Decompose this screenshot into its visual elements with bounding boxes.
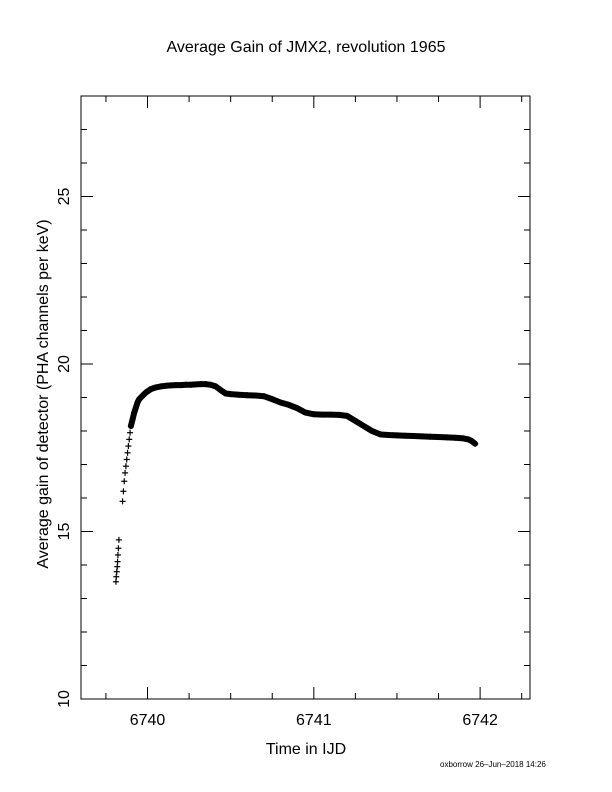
data-point bbox=[127, 429, 134, 436]
data-point bbox=[115, 536, 122, 543]
axis-tick-labels: 6740 6741 6742 10 15 20 25 bbox=[56, 188, 498, 730]
data-point bbox=[114, 558, 121, 565]
chart-title: Average Gain of JMX2, revolution 1965 bbox=[167, 39, 446, 56]
y-tick-label: 20 bbox=[56, 355, 73, 373]
data-point bbox=[123, 456, 130, 463]
data-point bbox=[113, 573, 120, 580]
plot-frame bbox=[80, 95, 531, 700]
data-point bbox=[113, 568, 120, 575]
data-points bbox=[112, 381, 479, 585]
x-axis-label: Time in IJD bbox=[266, 741, 346, 758]
footer-credit: oxborrow 26–Jun–2018 14:26 bbox=[440, 760, 546, 769]
data-point bbox=[125, 443, 132, 450]
y-tick-label: 10 bbox=[56, 690, 73, 708]
y-tick-label: 15 bbox=[56, 523, 73, 541]
data-point bbox=[115, 545, 122, 552]
x-tick-label: 6742 bbox=[462, 712, 498, 729]
data-point bbox=[114, 551, 121, 558]
data-point bbox=[126, 436, 133, 443]
series-line bbox=[127, 381, 479, 447]
axis-ticks bbox=[81, 95, 530, 700]
data-point bbox=[122, 469, 129, 476]
x-tick-label: 6741 bbox=[296, 712, 332, 729]
data-point bbox=[112, 578, 119, 585]
data-point bbox=[119, 498, 126, 505]
data-point bbox=[121, 478, 128, 485]
data-point bbox=[122, 463, 129, 470]
data-point bbox=[124, 449, 131, 456]
y-tick-label: 25 bbox=[56, 188, 73, 206]
x-tick-label: 6740 bbox=[130, 712, 166, 729]
data-point bbox=[120, 488, 127, 495]
y-axis-label: Average gain of detector (PHA channels p… bbox=[35, 219, 52, 568]
data-point bbox=[114, 563, 121, 570]
